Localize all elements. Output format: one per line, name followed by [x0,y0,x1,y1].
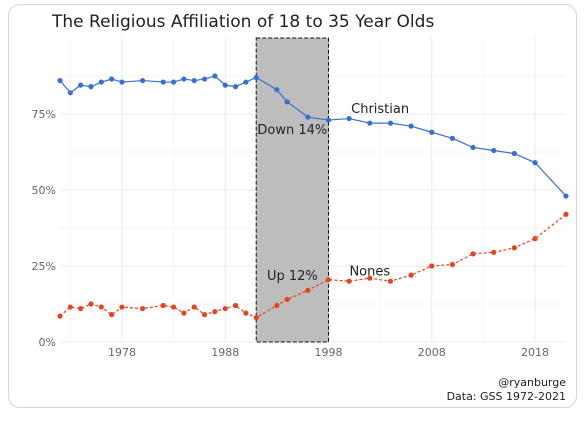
nones-point [274,302,280,309]
christian-point [532,160,538,166]
christian-point [57,77,63,84]
nones-point [408,272,414,278]
annotations: Christian Down 14% Up 12% Nones [257,102,409,284]
christian-point [284,99,290,105]
data-source: Data: GSS 1972-2021 [447,390,566,403]
christian-point [470,144,476,151]
annotation-label: Down 14% [257,123,327,138]
nones-point [387,278,394,284]
christian-point [346,115,352,122]
shaded-period-rect [255,37,329,343]
y-axis-ticks: 0% 25% 50% 75% [32,108,56,349]
nones-point [367,275,373,281]
series-layer [57,73,569,321]
nones-point [449,261,456,268]
christian-point [243,79,249,85]
christian-point [232,84,239,90]
christian-point [274,87,280,93]
nones-point [140,305,146,312]
nones-point [232,302,239,309]
christian-point [367,120,373,126]
christian-point [140,77,146,84]
christian-point [170,79,177,85]
nones-point [212,309,218,315]
y-tick-label: 25% [32,260,56,273]
nones-point [470,251,476,257]
nones-point [201,312,208,318]
y-tick-label: 50% [32,184,56,197]
nones-point [98,304,104,310]
x-tick-label: 1978 [108,346,136,359]
shaded-region [255,37,329,343]
christian-point [253,74,259,81]
y-tick-label: 75% [32,108,56,121]
christian-point [119,79,125,85]
nones-point [491,249,497,255]
nones-point [243,310,249,316]
nones-point [563,211,569,217]
nones-point [181,310,187,316]
christian-point [109,76,115,82]
annotation-label: Christian [351,102,409,117]
nones-point [284,296,290,303]
christian-point [88,84,94,90]
nones-point [67,304,73,310]
chart-title: The Religious Affiliation of 18 to 35 Ye… [51,12,434,32]
christian-point [160,79,166,85]
christian-point [67,90,73,96]
annotation-label: Nones [349,265,390,280]
christian-point [191,77,197,84]
nones-point [191,304,197,310]
christian-point [181,76,187,82]
christian-point [201,76,208,82]
christian-point [429,129,435,135]
christian-point [449,135,456,141]
christian-point [387,120,394,126]
nones-point [109,312,115,318]
nones-point [222,305,228,312]
christian-point [98,79,104,85]
x-tick-label: 1988 [211,346,239,359]
x-tick-label: 1998 [314,346,342,359]
nones-point [511,245,517,251]
nones-point [325,277,332,283]
nones-point [532,236,538,242]
annotation-label: Up 12% [267,269,318,284]
x-axis-ticks: 1978 1988 1998 2008 2018 [108,346,549,359]
x-tick-label: 2018 [521,346,549,359]
nones-point [305,287,311,293]
christian-point [563,193,569,199]
nones-point [88,301,94,307]
nones-point [119,304,125,310]
christian-point [78,82,84,88]
nones-point [78,305,84,312]
nones-point [160,302,166,309]
nones-point [57,313,63,319]
christian-point [511,150,517,157]
nones-point [429,263,435,269]
christian-point [305,114,311,120]
author-credit: @ryanburge [498,376,566,389]
y-tick-label: 0% [39,336,56,349]
christian-point [408,123,414,129]
x-tick-label: 2008 [418,346,446,359]
christian-point [222,82,228,88]
nones-point [170,304,177,310]
christian-point [325,117,332,123]
nones-point [253,315,259,321]
christian-point [491,147,497,154]
christian-point [212,73,218,79]
nones-point [346,278,352,284]
